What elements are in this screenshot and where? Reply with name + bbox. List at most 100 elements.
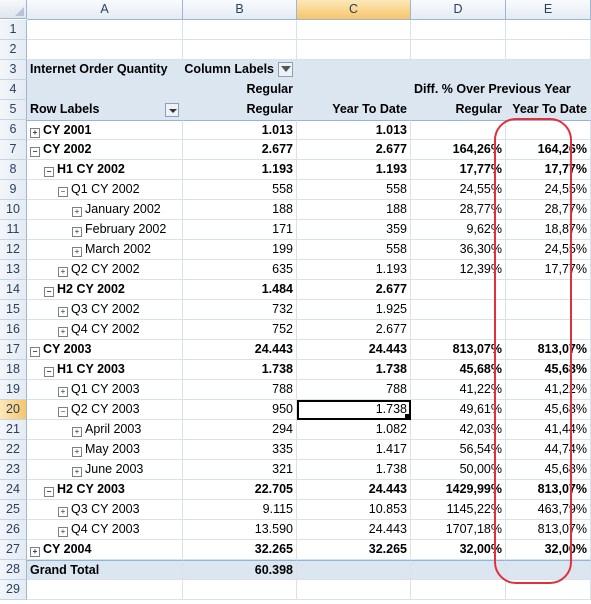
row-header[interactable]: 29 [0,580,27,600]
cell-c22[interactable]: 1.417 [297,440,411,460]
cell-e28[interactable] [506,560,591,580]
cell-e19[interactable]: 41,22% [506,380,591,400]
row-header[interactable]: 17 [0,340,27,360]
cell-d25[interactable]: 1145,22% [411,500,506,520]
expand-icon[interactable]: + [72,227,82,237]
row-header[interactable]: 1 [0,20,27,40]
expand-icon[interactable]: + [72,247,82,257]
cell-e1[interactable] [506,20,591,40]
cell-a21[interactable]: + April 2003 [27,420,183,440]
cell-e10[interactable]: 28,77% [506,200,591,220]
row-header[interactable]: 25 [0,500,27,520]
collapse-icon[interactable]: − [44,487,54,497]
filter-dropdown-icon[interactable] [278,62,293,78]
cell-e26[interactable]: 813,07% [506,520,591,540]
expand-icon[interactable]: + [58,267,68,277]
cell-c23[interactable]: 1.738 [297,460,411,480]
row-header[interactable]: 10 [0,200,27,220]
row-header[interactable]: 13 [0,260,27,280]
cell-d15[interactable] [411,300,506,320]
cell-c13[interactable]: 1.193 [297,260,411,280]
cell-a7[interactable]: − CY 2002 [27,140,183,160]
cell-d3[interactable] [411,60,506,80]
select-all-corner[interactable] [0,0,27,19]
cell-d23[interactable]: 50,00% [411,460,506,480]
expand-icon[interactable]: + [72,207,82,217]
cell-d11[interactable]: 9,62% [411,220,506,240]
cell-c7[interactable]: 2.677 [297,140,411,160]
cell-b4[interactable]: Regular [183,80,297,100]
cell-e29[interactable] [506,580,591,600]
cell-d29[interactable] [411,580,506,600]
cell-c6[interactable]: 1.013 [297,120,411,140]
row-header[interactable]: 3 [0,60,27,80]
cell-b27[interactable]: 32.265 [183,540,297,560]
expand-icon[interactable]: + [30,128,40,138]
cell-d13[interactable]: 12,39% [411,260,506,280]
row-header[interactable]: 5 [0,100,27,120]
row-header[interactable]: 28 [0,560,27,580]
cell-e3[interactable] [506,60,591,80]
cell-a5[interactable]: Row Labels [27,100,183,120]
cell-a10[interactable]: + January 2002 [27,200,183,220]
row-header[interactable]: 18 [0,360,27,380]
row-header[interactable]: 27 [0,540,27,560]
cell-a20[interactable]: − Q2 CY 2003 [27,400,183,420]
cell-d5[interactable]: Regular [411,100,506,120]
cell-a27[interactable]: + CY 2004 [27,540,183,560]
collapse-icon[interactable]: − [44,287,54,297]
cell-a3[interactable]: Internet Order Quantity [27,60,183,80]
cell-b25[interactable]: 9.115 [183,500,297,520]
cell-b22[interactable]: 335 [183,440,297,460]
cell-d6[interactable] [411,120,506,140]
cell-c18[interactable]: 1.738 [297,360,411,380]
cell-b9[interactable]: 558 [183,180,297,200]
cell-a23[interactable]: + June 2003 [27,460,183,480]
cell-b8[interactable]: 1.193 [183,160,297,180]
cell-d2[interactable] [411,40,506,60]
cell-e20[interactable]: 45,68% [506,400,591,420]
cell-b2[interactable] [183,40,297,60]
row-header[interactable]: 12 [0,240,27,260]
cell-d17[interactable]: 813,07% [411,340,506,360]
expand-icon[interactable]: + [58,327,68,337]
row-header[interactable]: 8 [0,160,27,180]
cell-b12[interactable]: 199 [183,240,297,260]
cell-e27[interactable]: 32,00% [506,540,591,560]
row-labels-dropdown-icon[interactable] [165,103,179,117]
cell-a19[interactable]: + Q1 CY 2003 [27,380,183,400]
row-header[interactable]: 22 [0,440,27,460]
column-header-e[interactable]: E [506,0,591,20]
cell-c28[interactable] [297,560,411,580]
cell-b10[interactable]: 188 [183,200,297,220]
cell-d21[interactable]: 42,03% [411,420,506,440]
column-header-d[interactable]: D [411,0,506,20]
cell-c19[interactable]: 788 [297,380,411,400]
cell-d26[interactable]: 1707,18% [411,520,506,540]
cell-e17[interactable]: 813,07% [506,340,591,360]
cell-a29[interactable] [27,580,183,600]
cell-d24[interactable]: 1429,99% [411,480,506,500]
cell-a14[interactable]: − H2 CY 2002 [27,280,183,300]
cell-b21[interactable]: 294 [183,420,297,440]
expand-icon[interactable]: + [72,447,82,457]
cell-e6[interactable] [506,120,591,140]
cell-a16[interactable]: + Q4 CY 2002 [27,320,183,340]
cell-c21[interactable]: 1.082 [297,420,411,440]
cell-a11[interactable]: + February 2002 [27,220,183,240]
cell-d1[interactable] [411,20,506,40]
expand-icon[interactable]: + [58,507,68,517]
cell-d12[interactable]: 36,30% [411,240,506,260]
expand-icon[interactable]: + [72,427,82,437]
cell-c29[interactable] [297,580,411,600]
cell-c20[interactable]: 1.738 [297,400,411,420]
cell-c17[interactable]: 24.443 [297,340,411,360]
cell-b17[interactable]: 24.443 [183,340,297,360]
cell-b3[interactable]: Column Labels [183,60,297,80]
cell-c10[interactable]: 188 [297,200,411,220]
expand-icon[interactable]: + [58,307,68,317]
row-header[interactable]: 26 [0,520,27,540]
row-header[interactable]: 11 [0,220,27,240]
cell-c9[interactable]: 558 [297,180,411,200]
row-header[interactable]: 24 [0,480,27,500]
